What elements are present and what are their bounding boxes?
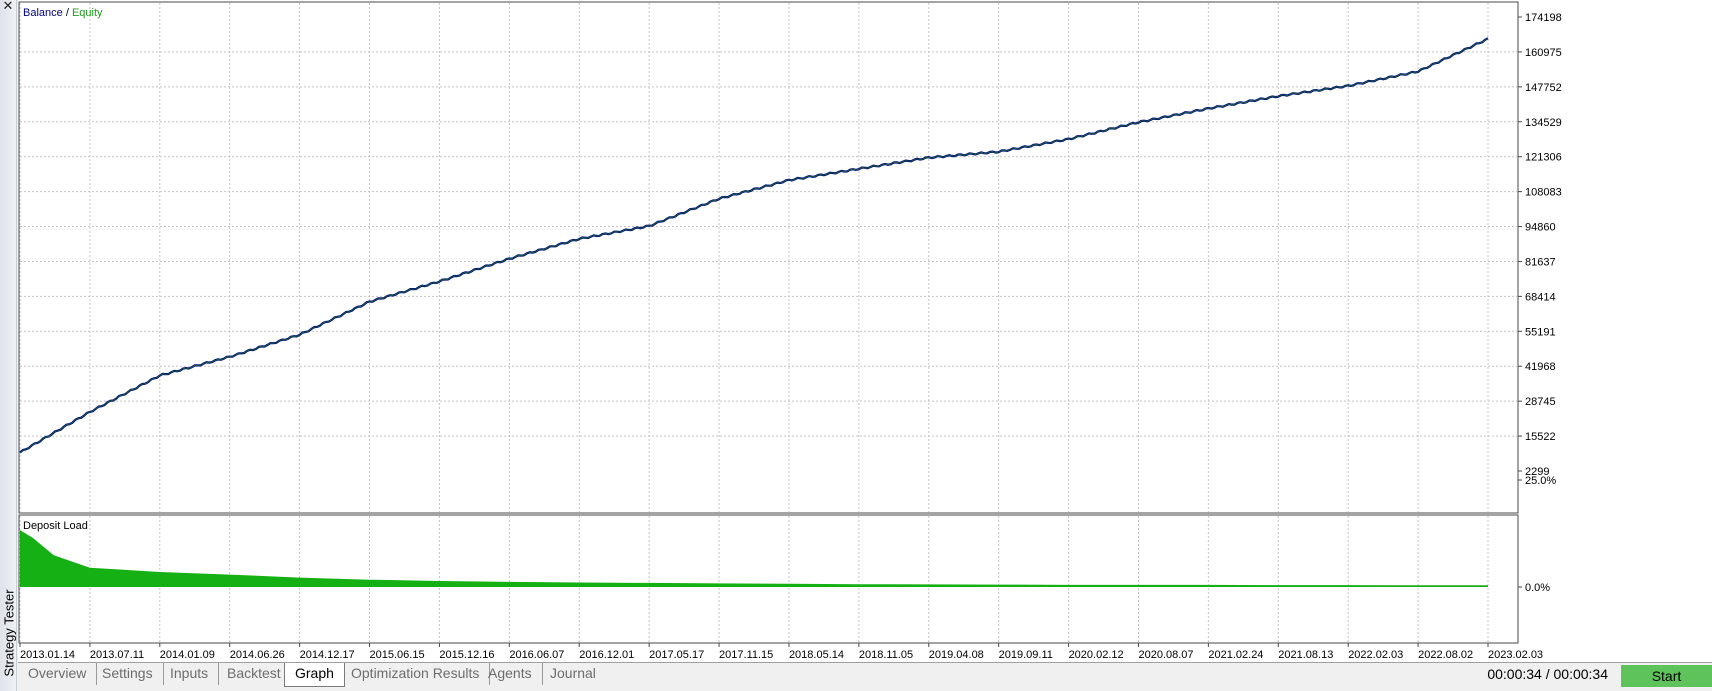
tab-overview[interactable]: Overview <box>18 663 98 685</box>
y-tick-label: 41968 <box>1525 361 1556 373</box>
side-panel-strip: ✕ Strategy Tester <box>0 0 17 691</box>
x-tick-label: 2021.02.24 <box>1208 649 1263 661</box>
y-tick-label: 68414 <box>1525 291 1556 303</box>
y-tick-label: 147752 <box>1525 82 1562 94</box>
deposit-load-area <box>20 530 1488 587</box>
tab-settings[interactable]: Settings <box>92 663 164 685</box>
deposit-load-fill <box>20 530 1488 587</box>
x-tick-label: 2015.06.15 <box>370 649 425 661</box>
panel-title: Strategy Tester <box>1 588 16 677</box>
x-tick-label: 2017.05.17 <box>649 649 704 661</box>
deposit-load-grid <box>19 516 1489 642</box>
balance-line <box>19 37 1489 454</box>
x-tick-label: 2014.01.09 <box>160 649 215 661</box>
y-tick-label: 28745 <box>1525 396 1556 408</box>
x-tick-label: 2022.08.02 <box>1418 649 1473 661</box>
y-tick-label: 55191 <box>1525 326 1556 338</box>
x-tick-label: 2021.08.13 <box>1278 649 1333 661</box>
tab-inputs[interactable]: Inputs <box>160 663 220 685</box>
x-tick-label: 2016.06.07 <box>509 649 564 661</box>
deposit-load-y-axis: 25.0% 0.0% <box>1518 475 1556 594</box>
y-tick-label: 160975 <box>1525 47 1562 59</box>
x-tick-label: 2019.09.11 <box>999 649 1053 661</box>
x-tick-label: 2023.02.03 <box>1488 649 1543 661</box>
y-tick-label: 94860 <box>1525 222 1556 234</box>
x-tick-label: 2018.05.14 <box>789 649 844 661</box>
chart-legend: Balance / Equity <box>23 7 103 19</box>
x-tick-label: 2013.01.14 <box>20 649 75 661</box>
x-tick-label: 2013.07.11 <box>90 649 144 661</box>
tab-optimization-results[interactable]: Optimization Results <box>341 663 491 685</box>
y-tick-label: 174198 <box>1525 12 1562 24</box>
elapsed-timer: 00:00:34 / 00:00:34 <box>1487 666 1608 682</box>
y-tick-label: 81637 <box>1525 256 1556 268</box>
legend-balance: Balance <box>23 7 63 19</box>
balance-chart-frame <box>18 1 1519 514</box>
tab-journal[interactable]: Journal <box>550 665 596 681</box>
legend-separator: / <box>63 7 72 19</box>
tab-agents[interactable]: Agents <box>478 663 543 685</box>
start-button[interactable]: Start <box>1621 665 1712 687</box>
x-tick-label: 2020.08.07 <box>1138 649 1193 661</box>
close-icon[interactable]: ✕ <box>2 0 14 13</box>
y-tick-label: 15522 <box>1525 431 1556 443</box>
balance-y-axis: 174198 160975 147752 134529 121306 108083 9486… <box>1518 12 1562 478</box>
y-tick-label: 108083 <box>1525 187 1562 199</box>
balance-chart-grid <box>19 3 1517 512</box>
date-x-axis: 2013.01.14 2013.07.11 2014.01.09 2014.06.26… <box>19 643 1543 661</box>
balance-equity-lines <box>19 37 1489 454</box>
tab-backtest[interactable]: Backtest <box>227 665 281 681</box>
graph-panel: 174198 160975 147752 134529 121306 108083 9486… <box>18 0 1712 662</box>
y-tick-label: 25.0% <box>1525 475 1556 487</box>
deposit-load-frame <box>18 514 1519 644</box>
x-tick-label: 2019.04.08 <box>929 649 984 661</box>
equity-line <box>19 37 1489 453</box>
x-tick-label: 2020.02.12 <box>1069 649 1124 661</box>
x-tick-label: 2022.02.03 <box>1348 649 1403 661</box>
y-tick-label: 121306 <box>1525 152 1562 164</box>
x-tick-label: 2015.12.16 <box>439 649 494 661</box>
legend-equity: Equity <box>72 7 103 19</box>
x-tick-label: 2016.12.01 <box>579 649 634 661</box>
tester-tab-bar: Overview Settings Inputs Backtest Graph … <box>18 662 1712 691</box>
x-tick-label: 2017.11.15 <box>719 649 773 661</box>
graph-svg: 174198 160975 147752 134529 121306 108083 9486… <box>18 1 1562 661</box>
tab-graph[interactable]: Graph <box>284 663 345 687</box>
y-tick-label: 2299 <box>1525 466 1549 478</box>
x-tick-label: 2014.06.26 <box>230 649 285 661</box>
panel-title-vertical: Strategy Tester <box>1 580 16 685</box>
y-tick-label: 134529 <box>1525 117 1562 129</box>
y-tick-label: 0.0% <box>1525 582 1550 594</box>
deposit-load-label: Deposit Load <box>23 520 88 532</box>
x-tick-label: 2018.11.05 <box>859 649 913 661</box>
x-tick-label: 2014.12.17 <box>300 649 355 661</box>
